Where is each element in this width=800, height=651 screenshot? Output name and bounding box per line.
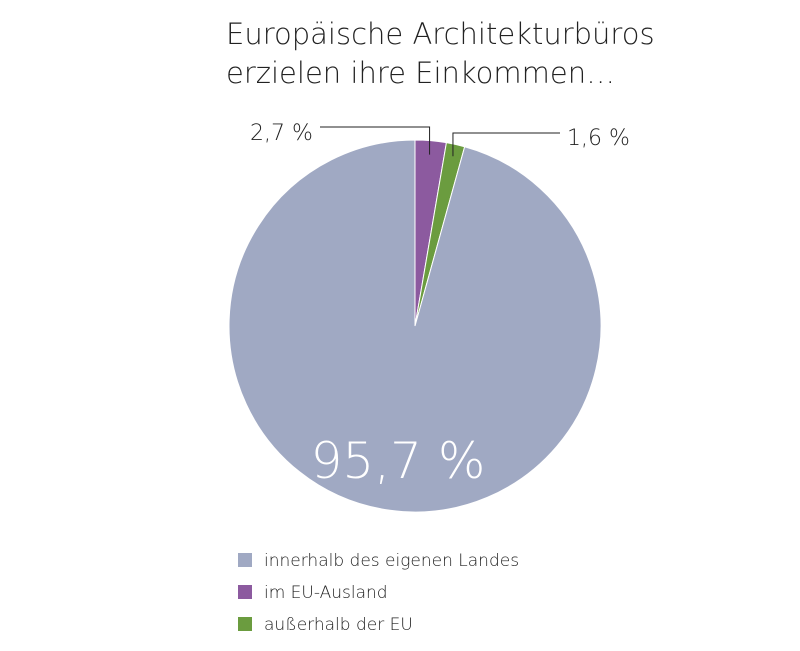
legend-label: im EU-Ausland: [264, 583, 388, 603]
chart-title: Europäische Architekturbüros: [226, 17, 655, 51]
pie-slice: [228, 139, 602, 513]
data-label: 95,7 %: [311, 432, 486, 490]
data-label: 2,7 %: [250, 121, 313, 146]
data-label: 1,6 %: [567, 126, 630, 151]
legend-swatch: [238, 553, 252, 567]
legend-swatch: [238, 617, 252, 631]
chart-title: erzielen ihre Einkommen…: [226, 56, 615, 90]
leader-line: [320, 126, 431, 155]
leader-line: [452, 132, 560, 157]
legend-swatch: [238, 585, 252, 599]
legend-label: außerhalb der EU: [264, 615, 413, 635]
legend-label: innerhalb des eigenen Landes: [264, 551, 519, 571]
